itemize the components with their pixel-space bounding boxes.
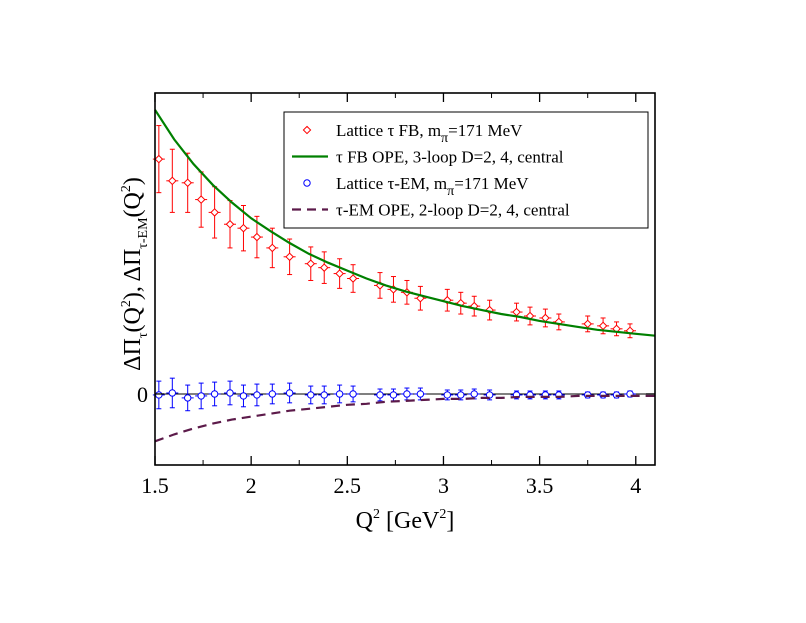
series-layer	[152, 109, 656, 443]
y-axis-title: ΔΠτ(Q2), ΔΠτ-EM(Q2)	[119, 177, 151, 371]
data-point	[285, 389, 294, 397]
series-0	[152, 125, 636, 339]
series-3	[154, 394, 655, 443]
data-point	[583, 319, 592, 329]
legend-label-main: Lattice τ-EM, m	[336, 174, 447, 193]
data-point	[319, 263, 329, 272]
x-axis-title: Q2 [GeV2]	[356, 507, 455, 534]
legend-label: Lattice τ-EM, mπ=171 MeV	[336, 174, 529, 199]
data-point	[183, 394, 192, 402]
data-point	[320, 391, 328, 399]
data-point	[349, 390, 357, 398]
legend-label-main: τ-EM OPE, 2-loop D=2, 4, central	[336, 201, 570, 220]
legend-label-sub: π	[441, 131, 448, 146]
data-point	[307, 391, 315, 399]
data-point	[443, 295, 452, 305]
ticks-layer: 1.5 2 2.5 3 3.5 4 0	[137, 93, 655, 498]
legend-label-main: Lattice τ FB, m	[336, 121, 441, 140]
data-point	[485, 305, 494, 315]
data-point	[196, 195, 206, 204]
data-point	[168, 176, 177, 186]
data-point	[335, 390, 344, 398]
data-point	[306, 259, 316, 269]
data-point	[210, 208, 219, 217]
x-tick-label: 1.5	[141, 473, 169, 498]
series-1	[154, 109, 656, 337]
plot-frame	[154, 92, 656, 466]
legend-box	[283, 111, 649, 229]
legend-label: τ FB OPE, 3-loop D=2, 4, central	[336, 148, 564, 167]
data-point	[210, 390, 219, 398]
data-point	[376, 391, 384, 399]
x-tick-label: 2	[246, 473, 257, 498]
data-point	[183, 178, 192, 188]
x-tick-label: 3.5	[526, 473, 554, 498]
data-point	[268, 243, 277, 253]
legend-label-sub: π	[447, 184, 454, 199]
legend-swatch	[303, 179, 311, 187]
legend-label: Lattice τ FB, mπ=171 MeV	[336, 121, 523, 146]
series-2	[152, 377, 636, 412]
data-point	[457, 391, 465, 399]
x-tick-label: 2.5	[334, 473, 362, 498]
x-tick-label: 4	[630, 473, 641, 498]
data-point	[239, 392, 248, 400]
data-point	[268, 390, 277, 398]
data-point	[470, 390, 478, 398]
data-point	[226, 389, 234, 397]
data-point	[598, 321, 608, 331]
data-point	[416, 390, 425, 398]
data-point	[285, 252, 294, 262]
legend-entry: Lattice τ FB, mπ=171 MeV	[302, 121, 523, 146]
series-line	[154, 394, 655, 443]
x-tick-label: 3	[438, 473, 449, 498]
legend-label: τ-EM OPE, 2-loop D=2, 4, central	[336, 201, 570, 220]
data-point	[253, 391, 261, 399]
data-point	[389, 391, 398, 399]
legend-label-after: =171 MeV	[454, 174, 529, 193]
data-point	[154, 154, 164, 164]
data-point	[168, 389, 177, 397]
data-point	[155, 391, 163, 399]
data-point	[252, 232, 262, 242]
data-point	[443, 391, 452, 399]
data-point	[512, 307, 521, 317]
data-point	[197, 392, 205, 400]
data-point	[554, 317, 564, 327]
legend-label-after: =171 MeV	[448, 121, 523, 140]
legend-swatch	[302, 125, 312, 135]
legend-entry: Lattice τ-EM, mπ=171 MeV	[303, 174, 529, 199]
series-line	[154, 109, 656, 337]
data-point	[225, 219, 235, 229]
data-point	[239, 223, 248, 233]
legend-entry: τ FB OPE, 3-loop D=2, 4, central	[292, 148, 564, 167]
legend-entry: τ-EM OPE, 2-loop D=2, 4, central	[292, 201, 570, 220]
data-point	[403, 390, 411, 398]
legend-label-main: τ FB OPE, 3-loop D=2, 4, central	[336, 148, 564, 167]
data-point	[348, 274, 358, 283]
y-tick-label: 0	[137, 382, 148, 407]
data-point	[335, 269, 344, 278]
